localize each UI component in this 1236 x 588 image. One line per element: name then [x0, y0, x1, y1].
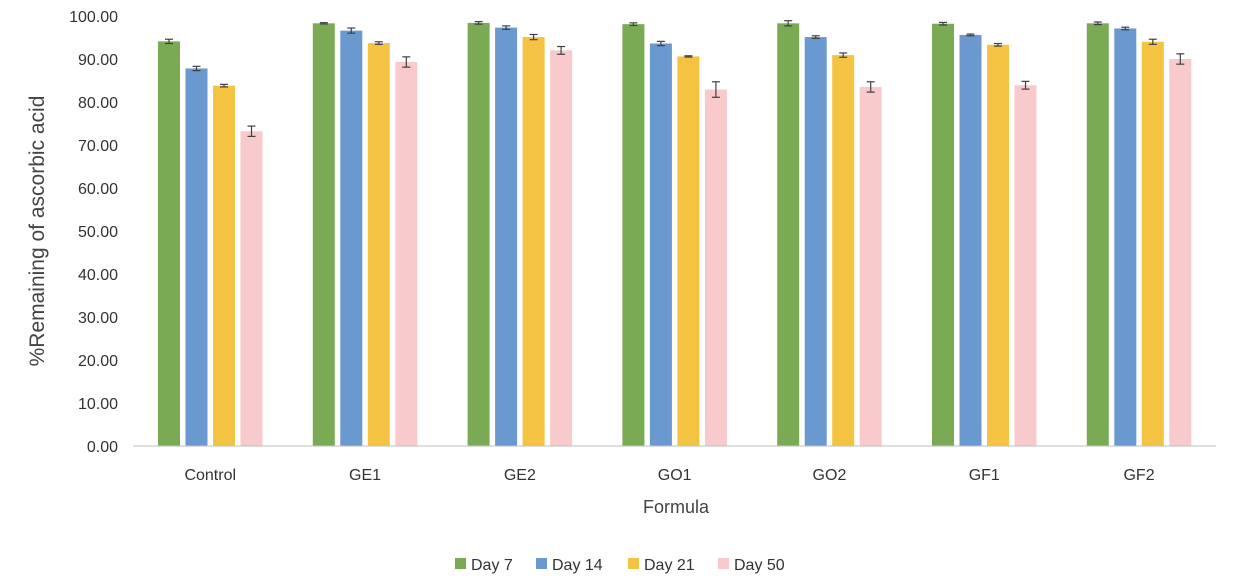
legend-swatch	[455, 558, 466, 569]
error-bar	[247, 125, 256, 137]
y-tick-label: 70.00	[78, 138, 118, 155]
x-tick-label: GF1	[969, 467, 1000, 484]
legend-swatch	[628, 558, 639, 569]
bar-gf2-day-7	[1086, 23, 1109, 447]
y-tick-label: 100.00	[69, 9, 118, 26]
error-bar	[1148, 38, 1157, 45]
bar-ge1-day-7	[312, 23, 335, 447]
error-bar	[557, 45, 566, 55]
bar-gf1-day-7	[932, 23, 954, 447]
error-bar	[1176, 53, 1185, 65]
bar-go2-day-7	[777, 23, 800, 447]
legend: Day 7 Day 14 Day 21 Day 50	[455, 557, 785, 574]
error-bar	[474, 20, 483, 25]
error-bar	[402, 56, 411, 68]
bar-gf2-day-50	[1169, 59, 1192, 446]
y-tick-label: 80.00	[78, 95, 118, 112]
bar-go2-day-50	[859, 86, 882, 446]
bar-gf1-day-14	[959, 34, 982, 447]
error-bar	[192, 65, 201, 72]
legend-label: Day 14	[552, 557, 603, 574]
legend-item: Day 7	[455, 557, 513, 574]
error-bar	[711, 81, 720, 98]
bar-go1-day-50	[704, 89, 727, 446]
bar-go1-day-14	[649, 43, 672, 447]
legend-swatch	[718, 558, 729, 569]
bar-ge2-day-14	[495, 27, 518, 447]
x-axis-ticks: Control GE1 GE2 GO1 GO2 GF1 GF2	[184, 467, 1154, 484]
error-bar	[1093, 21, 1102, 26]
error-bar	[656, 40, 665, 47]
error-bar	[529, 33, 538, 41]
error-bar	[165, 38, 173, 45]
y-tick-label: 60.00	[78, 181, 118, 198]
bars-layer	[158, 22, 1192, 447]
y-axis-title: %Remaining of ascorbic acid	[26, 96, 49, 367]
error-bar	[784, 20, 793, 27]
error-bar	[684, 55, 693, 58]
bar-ge2-day-21	[522, 37, 545, 446]
bar-ge2-day-7	[467, 22, 490, 446]
x-axis-title: Formula	[643, 497, 710, 517]
x-tick-label: GO1	[658, 467, 692, 484]
x-tick-label: Control	[184, 467, 236, 484]
legend-swatch	[536, 558, 547, 569]
error-bar	[374, 41, 383, 45]
bar-go2-day-14	[804, 37, 827, 446]
bar-control-day-14	[185, 68, 208, 447]
bar-go1-day-7	[622, 24, 645, 446]
error-bar	[1021, 80, 1030, 90]
bar-go1-day-21	[677, 56, 700, 447]
x-tick-label: GE2	[504, 467, 536, 484]
bar-ge1-day-14	[340, 30, 363, 447]
bar-control-day-7	[158, 41, 180, 447]
bar-go2-day-21	[832, 55, 855, 446]
legend-item: Day 21	[628, 557, 695, 574]
bar-gf1-day-21	[987, 44, 1009, 447]
y-tick-label: 90.00	[78, 52, 118, 69]
y-tick-label: 0.00	[87, 439, 118, 456]
legend-label: Day 7	[471, 557, 513, 574]
y-tick-label: 50.00	[78, 224, 118, 241]
y-tick-label: 30.00	[78, 310, 118, 327]
error-bar	[319, 22, 328, 25]
bar-control-day-21	[213, 85, 235, 446]
legend-label: Day 21	[644, 557, 695, 574]
bar-control-day-50	[240, 131, 263, 447]
error-bar	[994, 42, 1002, 47]
bar-ge1-day-21	[367, 43, 390, 447]
bar-gf2-day-14	[1114, 28, 1137, 446]
legend-item: Day 50	[718, 557, 785, 574]
legend-label: Day 50	[734, 557, 785, 574]
bar-ge2-day-50	[550, 50, 573, 447]
y-tick-label: 10.00	[78, 396, 118, 413]
x-tick-label: GO2	[813, 467, 847, 484]
y-tick-label: 20.00	[78, 353, 118, 370]
error-bar	[629, 22, 638, 27]
bar-gf1-day-50	[1014, 85, 1037, 446]
error-bars-layer	[165, 20, 1185, 137]
error-bar	[966, 33, 975, 37]
x-tick-label: GE1	[349, 467, 381, 484]
bar-gf2-day-21	[1141, 41, 1164, 447]
y-axis-ticks: 0.00 10.00 20.00 30.00 40.00 50.00 60.00 70.00 8…	[69, 9, 118, 456]
error-bar	[811, 35, 820, 39]
bar-ge1-day-50	[395, 62, 418, 446]
error-bar	[939, 21, 947, 26]
x-tick-label: GF2	[1123, 467, 1154, 484]
error-bar	[866, 81, 875, 93]
error-bar	[347, 27, 356, 34]
error-bar	[220, 83, 228, 88]
error-bar	[1121, 26, 1130, 31]
legend-item: Day 14	[536, 557, 603, 574]
error-bar	[839, 52, 848, 58]
y-tick-label: 40.00	[78, 267, 118, 284]
error-bar	[502, 25, 511, 30]
